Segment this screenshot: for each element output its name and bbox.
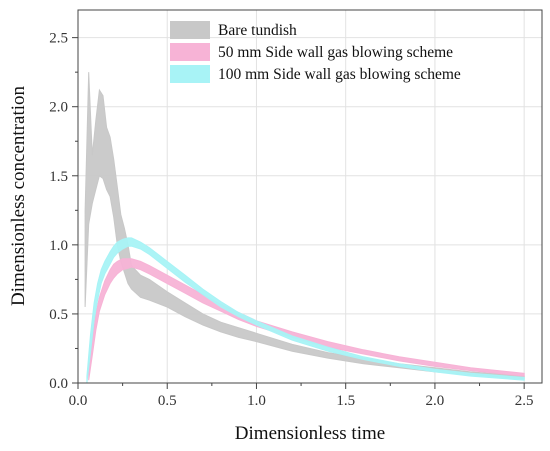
x-tick-label: 1.0	[247, 393, 266, 409]
x-tick-label: 2.0	[426, 393, 445, 409]
legend: Bare tundish 50 mm Side wall gas blowing …	[170, 21, 461, 83]
plot-frame	[77, 9, 543, 384]
y-tick-label: 0.0	[49, 376, 68, 392]
series-band-3	[86, 237, 525, 384]
y-tick-label: 2.0	[49, 100, 68, 116]
series-band-2	[88, 258, 525, 381]
x-tick-label: 0.0	[69, 393, 88, 409]
y-axis-title: Dimensionless concentration	[8, 85, 29, 306]
x-axis-title: Dimensionless time	[235, 423, 385, 444]
y-tick-label: 0.5	[49, 307, 68, 323]
legend-label-3: 100 mm Side wall gas blowing scheme	[218, 66, 461, 83]
y-tick-labels: 0.0 0.5 1.0 1.5 2.0 2.5	[49, 31, 68, 392]
axis-ticks	[72, 37, 525, 389]
legend-label-1: Bare tundish	[218, 22, 297, 39]
x-tick-label: 1.5	[336, 393, 355, 409]
series-band-1	[84, 72, 525, 380]
x-tick-label: 2.5	[515, 393, 534, 409]
y-tick-label: 2.5	[49, 31, 68, 47]
legend-swatch-3	[170, 65, 210, 83]
grid-lines	[78, 10, 542, 383]
x-tick-labels: 0.0 0.5 1.0 1.5 2.0 2.5	[69, 393, 534, 409]
x-tick-label: 0.5	[158, 393, 177, 409]
y-tick-label: 1.5	[49, 169, 68, 185]
y-tick-label: 1.0	[49, 238, 68, 254]
legend-swatch-2	[170, 43, 210, 61]
legend-swatch-1	[170, 21, 210, 39]
legend-label-2: 50 mm Side wall gas blowing scheme	[218, 44, 453, 61]
series-layer	[84, 72, 525, 384]
